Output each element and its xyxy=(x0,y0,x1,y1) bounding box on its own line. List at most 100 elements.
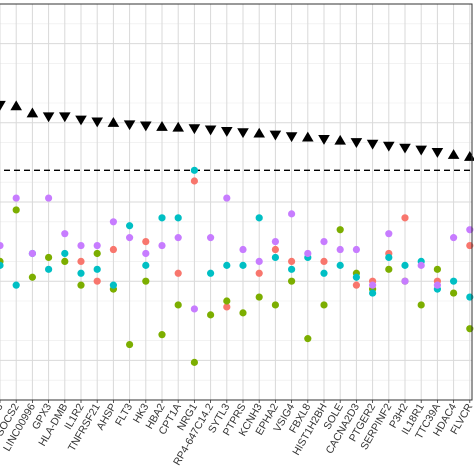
data-point xyxy=(207,269,215,277)
triangle-up-point xyxy=(334,134,346,145)
data-point xyxy=(109,281,117,289)
data-point xyxy=(271,238,279,246)
data-point xyxy=(174,269,182,277)
data-point xyxy=(61,230,69,238)
data-point xyxy=(336,226,344,234)
data-point xyxy=(77,241,85,250)
data-point xyxy=(142,249,150,258)
data-point xyxy=(77,281,85,289)
triangle-down-point xyxy=(75,115,87,126)
triangle-down-point xyxy=(188,124,201,135)
data-point xyxy=(239,261,247,269)
triangle-up-point xyxy=(172,121,184,132)
triangle-down-point xyxy=(123,120,136,131)
triangle-down-point xyxy=(399,143,411,154)
data-point xyxy=(174,234,182,242)
data-point xyxy=(385,253,393,262)
data-point xyxy=(174,214,182,222)
data-point xyxy=(417,301,425,309)
triangle-down-point xyxy=(415,145,427,156)
triangle-down-point xyxy=(350,138,363,149)
data-point xyxy=(190,177,198,185)
triangle-down-point xyxy=(383,141,395,152)
data-point xyxy=(93,241,101,250)
data-point xyxy=(320,238,328,246)
triangle-up-point xyxy=(253,127,265,138)
grid-lines xyxy=(0,4,472,400)
data-point xyxy=(352,273,360,281)
data-point xyxy=(93,249,101,258)
plot-panel-border xyxy=(0,3,473,401)
data-point xyxy=(158,214,166,222)
data-point xyxy=(109,218,117,226)
data-point xyxy=(369,281,377,289)
data-point xyxy=(126,340,134,349)
points-layer xyxy=(0,100,474,366)
data-point xyxy=(0,261,4,269)
triangle-down-point xyxy=(285,132,298,143)
data-point xyxy=(158,331,166,339)
data-point xyxy=(255,293,263,301)
data-point xyxy=(288,257,296,265)
data-point xyxy=(28,273,36,281)
triangle-down-point xyxy=(366,139,379,150)
data-point xyxy=(352,281,360,289)
triangle-up-point xyxy=(107,117,120,127)
data-point xyxy=(271,245,279,254)
data-point xyxy=(401,277,409,285)
triangle-down-point xyxy=(59,112,71,123)
data-point xyxy=(304,335,312,343)
triangle-up-point xyxy=(26,107,39,118)
data-point xyxy=(126,234,134,242)
data-point xyxy=(45,265,53,273)
data-point xyxy=(0,241,4,250)
data-point xyxy=(45,253,53,262)
data-point xyxy=(12,206,20,214)
x-tick-label: FLT3 xyxy=(113,401,135,428)
tick-labels-layer: OLN3SOCS2LINC00996GPX3HLA-DMBIL1R2TNFRSF… xyxy=(0,400,474,468)
triangle-down-point xyxy=(140,121,152,132)
data-point xyxy=(77,269,85,277)
data-point xyxy=(142,277,150,285)
data-point xyxy=(385,230,393,238)
data-point xyxy=(109,245,117,254)
data-point xyxy=(126,222,134,230)
data-point xyxy=(239,309,247,317)
data-point xyxy=(352,245,360,254)
data-point xyxy=(271,253,279,262)
data-point xyxy=(288,210,296,218)
data-point xyxy=(450,277,458,285)
triangle-down-point xyxy=(237,128,249,139)
triangle-down-point xyxy=(221,127,233,137)
data-point xyxy=(190,305,198,313)
data-point xyxy=(207,311,215,319)
data-point xyxy=(369,289,377,297)
data-point xyxy=(77,257,85,265)
data-point xyxy=(93,277,101,285)
data-point xyxy=(223,261,231,269)
triangle-down-point xyxy=(318,134,330,145)
data-point xyxy=(45,194,53,202)
data-point xyxy=(142,238,150,246)
data-point xyxy=(271,301,279,309)
data-point xyxy=(255,257,263,265)
data-point xyxy=(255,269,263,277)
data-point xyxy=(12,281,20,289)
data-point xyxy=(304,249,312,258)
data-point xyxy=(174,301,182,309)
data-point xyxy=(190,166,198,174)
data-point xyxy=(223,303,231,311)
data-point xyxy=(255,214,263,222)
triangle-down-point xyxy=(91,117,103,128)
data-point xyxy=(401,214,409,222)
data-point xyxy=(336,245,344,254)
triangle-down-point xyxy=(0,100,6,111)
data-point xyxy=(239,245,247,254)
data-point xyxy=(417,261,425,269)
data-point xyxy=(207,234,215,242)
data-point xyxy=(288,277,296,285)
data-point xyxy=(433,265,441,273)
triangle-down-point xyxy=(269,130,282,141)
triangle-up-point xyxy=(156,120,168,131)
